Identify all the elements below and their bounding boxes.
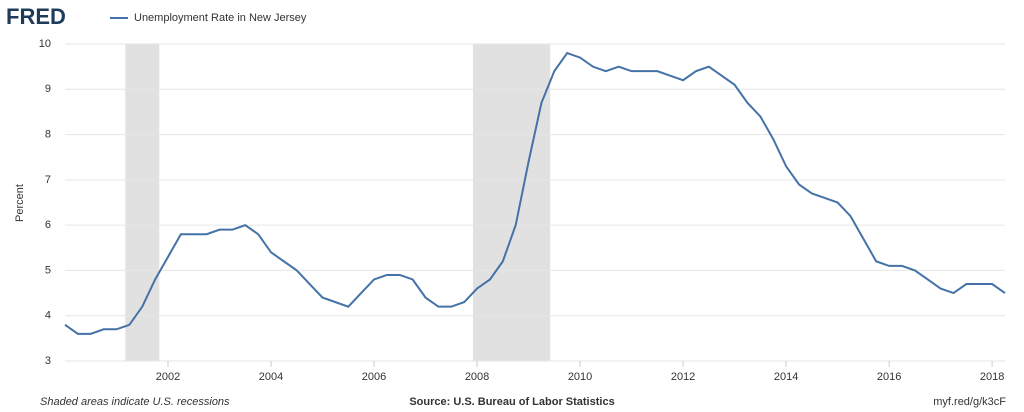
x-tick-label: 2012	[671, 371, 695, 383]
x-tick-label: 2008	[465, 371, 489, 383]
series-line	[64, 51, 1006, 335]
x-tick-label: 2014	[774, 371, 798, 383]
x-tick-label: 2006	[362, 371, 386, 383]
y-tick-label: 3	[45, 355, 51, 367]
y-tick-label: 6	[45, 219, 51, 231]
footer-note: Shaded areas indicate U.S. recessions	[40, 396, 230, 408]
logo: FRED	[6, 4, 66, 29]
x-tick-label: 2016	[877, 371, 901, 383]
y-tick-label: 10	[39, 38, 51, 50]
footer-source: Source: U.S. Bureau of Labor Statistics	[409, 396, 614, 408]
x-tick-label: 2010	[568, 371, 592, 383]
footer-link: myf.red/g/k3cF	[933, 396, 1006, 408]
legend-label: Unemployment Rate in New Jersey	[134, 12, 307, 24]
x-tick-label: 2002	[156, 371, 180, 383]
recession-band	[125, 44, 160, 361]
y-tick-label: 8	[45, 128, 51, 140]
y-tick-label: 7	[45, 174, 51, 186]
recession-band	[472, 44, 551, 361]
y-tick-label: 4	[45, 310, 51, 322]
y-axis-label: Percent	[14, 184, 26, 222]
x-tick-label: 2018	[980, 371, 1004, 383]
y-tick-label: 5	[45, 264, 51, 276]
x-tick-label: 2004	[259, 371, 283, 383]
y-tick-label: 9	[45, 83, 51, 95]
